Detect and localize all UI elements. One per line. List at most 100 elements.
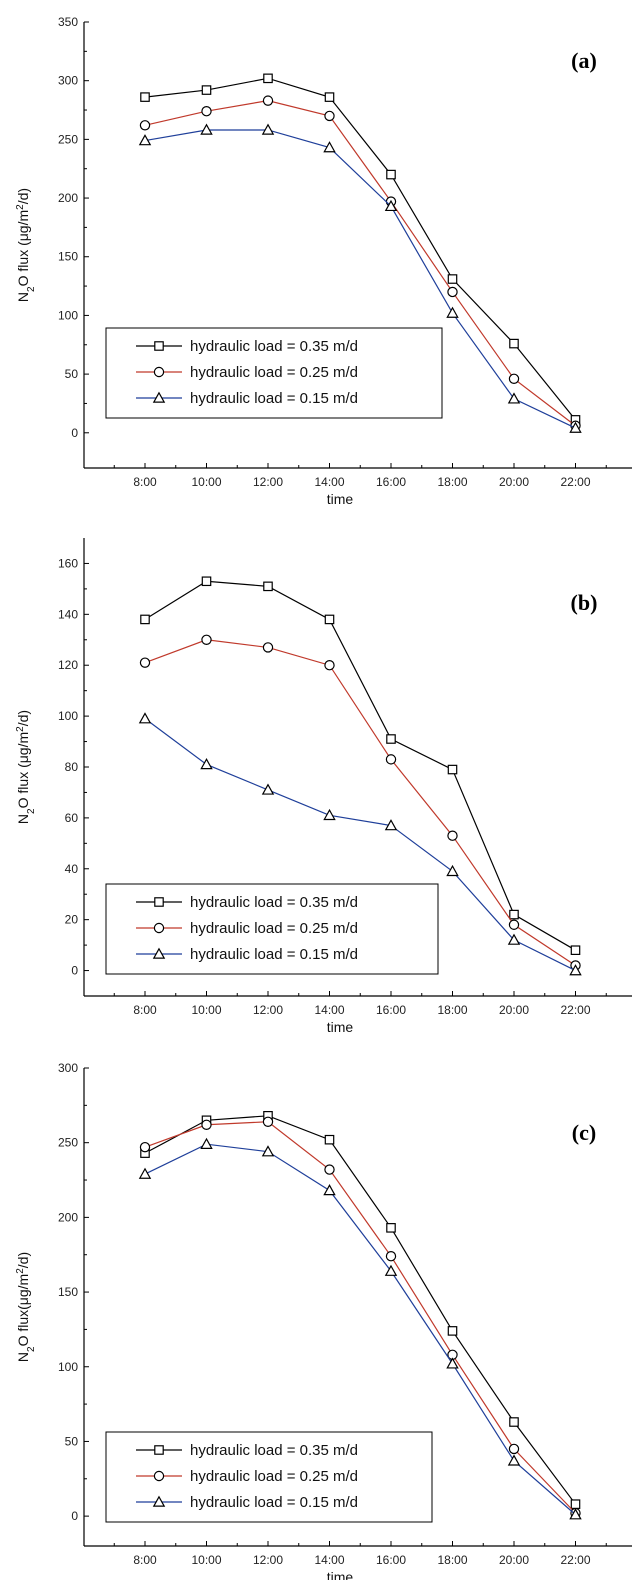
data-point-triangle [261,783,275,795]
data-point-circle [262,642,274,653]
y-tick-label: 120 [58,658,78,672]
data-point-square [570,945,581,955]
data-point-triangle [569,964,582,976]
y-tick-label: 0 [71,964,78,978]
legend-marker-square [154,897,164,907]
x-tick-label: 18:00 [437,475,467,489]
data-point-triangle [138,134,152,146]
series-line-triangle [144,718,576,972]
data-point-square [263,73,273,84]
chart-panel-2: 0 20 40 60 80 100 120 140 160 8:00 10:00 12:00 14:00… [15,538,632,1035]
data-point-triangle [323,1184,336,1196]
series-line-triangle [144,1143,576,1516]
data-point-triangle [446,306,459,318]
x-tick-label: 8:00 [133,1553,157,1567]
data-point-triangle [261,1145,275,1157]
y-tick-label: 50 [65,367,79,381]
y-tick-label: 0 [71,1509,78,1523]
data-point-square [201,576,212,587]
x-axis-title: time [327,1019,354,1035]
x-tick-label: 16:00 [376,1003,406,1017]
x-tick-label: 8:00 [133,475,157,489]
data-point-square [570,1499,581,1509]
data-point-triangle [323,808,336,821]
x-tick-label: 22:00 [560,1553,590,1567]
chart-panel-1: 0 50 100 150 200 250 300 350 8:00 10:00 12:00 14:00… [15,15,632,507]
y-tick-label: 150 [58,250,78,264]
data-point-triangle [446,1357,459,1369]
data-point-circle [324,110,335,122]
y-axis-title: N2O flux (μg/m2/d) [15,188,37,302]
x-tick-label: 20:00 [499,475,529,489]
series-line-circle [144,639,576,966]
data-point-circle [324,660,335,671]
y-tick-label: 20 [65,913,79,927]
legend-label: hydraulic load = 0.25 m/d [190,364,358,381]
data-point-triangle [200,758,213,770]
y-tick-label: 300 [58,1061,78,1075]
data-point-square [386,169,396,180]
data-point-circle [447,286,458,298]
x-tick-label: 10:00 [191,1003,221,1017]
y-tick-label: 300 [58,74,78,88]
data-point-triangle [384,1264,398,1276]
series-line-square [144,1115,576,1505]
data-point-circle [508,373,520,384]
data-point-square [447,274,458,284]
legend-marker-circle [153,1470,165,1482]
data-point-square [263,581,273,592]
data-point-circle [508,1443,520,1455]
data-point-triangle [507,392,521,404]
legend: hydraulic load = 0.35 m/d hydraulic load … [105,883,439,975]
x-tick-label: 22:00 [560,1003,590,1017]
y-tick-label: 200 [58,191,78,205]
legend-label: hydraulic load = 0.15 m/d [190,1494,358,1511]
data-point-square [509,909,519,920]
x-tick-label: 18:00 [437,1553,467,1567]
x-tick-label: 22:00 [560,475,590,489]
y-tick-label: 80 [65,760,79,774]
data-point-triangle [446,864,459,877]
data-point-circle [385,1251,397,1262]
x-tick-label: 12:00 [253,1003,283,1017]
x-tick-label: 14:00 [314,1003,344,1017]
x-tick-label: 14:00 [314,475,344,489]
panel-label: (a) [571,48,597,73]
y-axis-title: N2O flux(μg/m2/d) [15,1252,37,1362]
x-tick-label: 12:00 [253,475,283,489]
data-point-triangle [569,421,582,433]
legend-marker-square [154,1445,164,1455]
data-point-triangle [138,712,152,724]
x-tick-label: 20:00 [499,1003,529,1017]
legend-marker-square [154,341,164,351]
data-point-square [447,1326,458,1336]
x-tick-label: 16:00 [376,1553,406,1567]
data-point-square [140,614,150,625]
x-tick-label: 20:00 [499,1553,529,1567]
data-point-circle [262,95,274,106]
legend: hydraulic load = 0.35 m/d hydraulic load … [105,1431,433,1523]
x-tick-label: 12:00 [253,1553,283,1567]
data-point-circle [139,657,151,668]
panel-label: (b) [571,590,598,615]
y-tick-label: 60 [65,811,79,825]
data-point-triangle [507,1454,521,1466]
y-tick-label: 0 [71,426,78,440]
data-point-circle [139,120,151,131]
data-point-circle [201,1119,212,1130]
x-tick-label: 14:00 [314,1553,344,1567]
series-line-square [144,580,576,951]
data-point-triangle [323,141,336,153]
data-point-triangle [138,1167,152,1179]
data-point-circle [139,1141,151,1153]
x-tick-label: 10:00 [191,475,221,489]
data-point-triangle [261,123,275,135]
data-point-circle [262,1116,274,1127]
series-line-circle [144,100,576,427]
series-line-square [144,77,576,421]
y-tick-label: 350 [58,15,78,29]
data-point-triangle [569,1508,582,1520]
data-point-square [324,92,335,102]
y-tick-label: 160 [58,556,78,570]
